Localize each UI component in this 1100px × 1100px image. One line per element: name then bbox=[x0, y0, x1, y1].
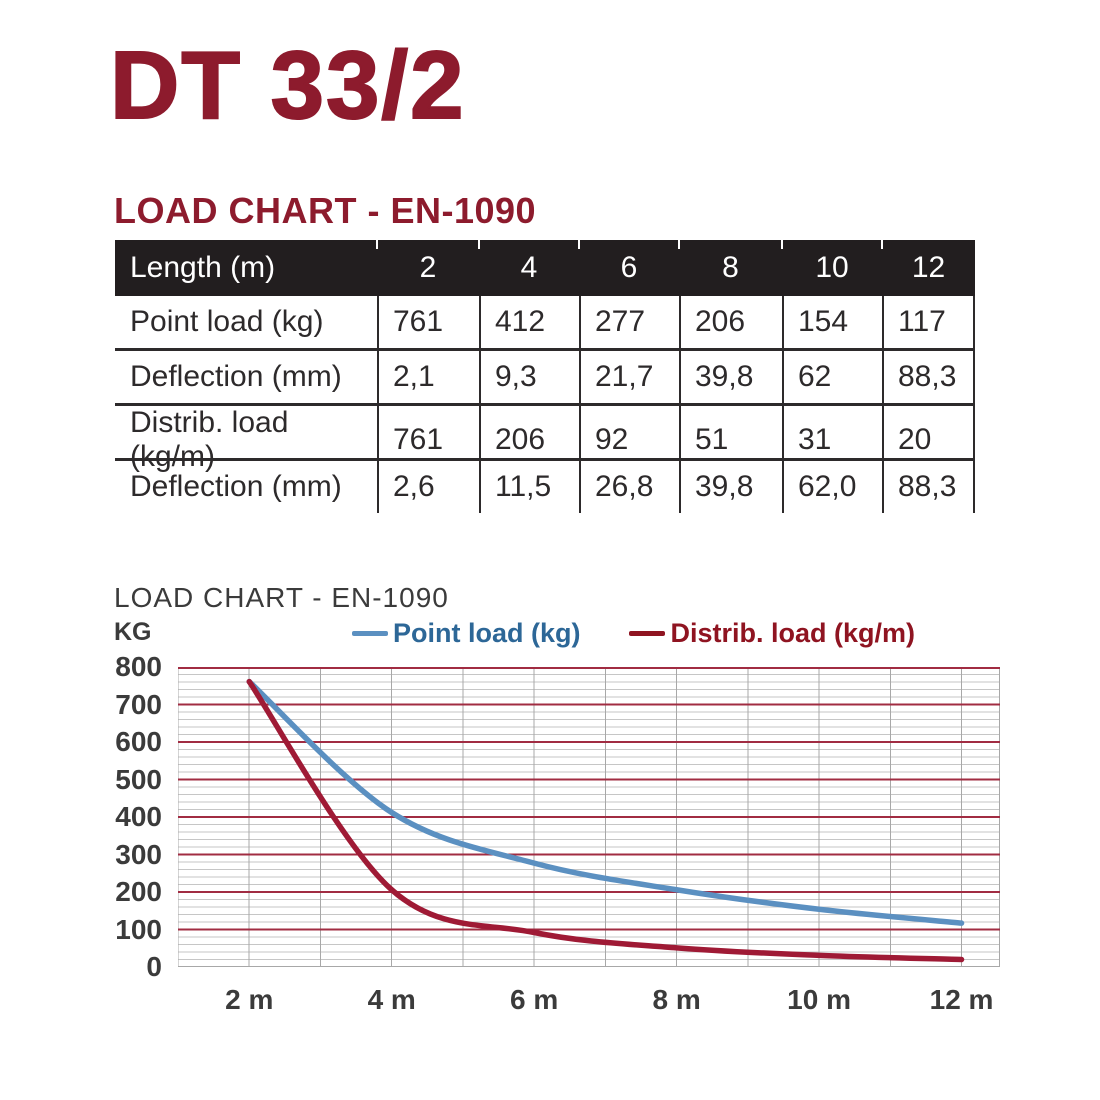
cell-value: 11,5 bbox=[479, 461, 579, 513]
table-row: Deflection (mm) 2,1 9,3 21,7 39,8 62 88,3 bbox=[115, 351, 975, 406]
cell-value: 2,6 bbox=[377, 461, 479, 513]
chart-legend: Point load (kg) Distrib. load (kg/m) bbox=[352, 618, 915, 649]
row-label: Distrib. load (kg/m) bbox=[130, 406, 289, 473]
cell-value: 9,3 bbox=[479, 351, 579, 403]
cell-value: 51 bbox=[679, 406, 782, 474]
table-header-col: 2 bbox=[376, 240, 479, 296]
y-axis-tick-label: 0 bbox=[146, 951, 162, 982]
cell-value: 39,8 bbox=[679, 461, 782, 513]
table-header-col: 6 bbox=[578, 240, 679, 296]
chart-title: LOAD CHART - EN-1090 bbox=[114, 582, 449, 613]
x-axis-tick-label: 2 m bbox=[225, 984, 274, 1015]
cell-value: 62 bbox=[782, 351, 882, 403]
cell-value: 761 bbox=[377, 406, 479, 474]
section-heading: LOAD CHART - EN-1090 bbox=[114, 190, 537, 231]
row-label: Deflection (mm) bbox=[130, 470, 342, 503]
cell-value: 412 bbox=[479, 296, 579, 348]
cell-value: 26,8 bbox=[579, 461, 679, 513]
cell-value: 88,3 bbox=[882, 351, 975, 403]
cell-value: 31 bbox=[782, 406, 882, 474]
point-load-line bbox=[246, 678, 965, 926]
table-header-col: 4 bbox=[478, 240, 579, 296]
x-axis-tick-label: 12 m bbox=[929, 984, 994, 1015]
cell-value: 20 bbox=[882, 406, 975, 474]
table-header-col: 10 bbox=[781, 240, 882, 296]
x-axis-tick-label: 8 m bbox=[652, 984, 701, 1015]
legend-label-distrib-load: Distrib. load (kg/m) bbox=[670, 618, 916, 648]
cell-value: 206 bbox=[479, 406, 579, 474]
y-axis-tick-label: 400 bbox=[115, 801, 162, 832]
table-header-col: 12 bbox=[881, 240, 975, 296]
legend-item-distrib-load: Distrib. load (kg/m) bbox=[629, 618, 915, 649]
load-chart-svg bbox=[178, 667, 1000, 967]
cell-value: 206 bbox=[679, 296, 782, 348]
cell-value: 62,0 bbox=[782, 461, 882, 513]
x-axis-tick-label: 6 m bbox=[510, 984, 559, 1015]
y-axis-tick-label: 500 bbox=[115, 763, 162, 795]
y-axis-tick-label: 600 bbox=[115, 726, 162, 757]
table-header-label: Length (m) bbox=[130, 251, 276, 284]
point-load-legend-dash-icon bbox=[352, 631, 388, 636]
cell-value: 39,8 bbox=[679, 351, 782, 403]
table-row: Distrib. load (kg/m) 761 206 92 51 31 20 bbox=[115, 406, 975, 474]
distrib-load-line bbox=[246, 678, 965, 963]
product-title: DT 33/2 bbox=[109, 32, 466, 139]
cell-value: 154 bbox=[782, 296, 882, 348]
cell-value: 117 bbox=[882, 296, 975, 348]
cell-value: 21,7 bbox=[579, 351, 679, 403]
cell-value: 761 bbox=[377, 296, 479, 348]
x-axis-tick-label: 10 m bbox=[787, 984, 851, 1015]
row-label: Deflection (mm) bbox=[130, 360, 342, 393]
table-header-row: Length (m) 2 4 6 8 10 12 bbox=[115, 240, 975, 296]
distrib-load-legend-dash-icon bbox=[629, 631, 666, 636]
cell-value: 2,1 bbox=[377, 351, 479, 403]
x-axis-tick-label: 4 m bbox=[367, 984, 416, 1015]
legend-item-point-load: Point load (kg) bbox=[352, 618, 580, 649]
table-header-col: 8 bbox=[678, 240, 782, 296]
y-axis-tick-label: 700 bbox=[115, 688, 162, 720]
table-row: Point load (kg) 761 412 277 206 154 117 bbox=[115, 296, 975, 351]
cell-value: 88,3 bbox=[882, 461, 975, 513]
y-axis-tick-label: 200 bbox=[115, 876, 162, 907]
legend-label-point-load: Point load (kg) bbox=[393, 618, 581, 648]
table-row: Deflection (mm) 2,6 11,5 26,8 39,8 62,0 88,3 bbox=[115, 461, 975, 513]
load-table: Length (m) 2 4 6 8 10 12 Point load (kg) 761 412… bbox=[115, 240, 975, 513]
y-axis-tick-label: 300 bbox=[115, 838, 162, 870]
y-axis-tick-label: 100 bbox=[115, 913, 162, 945]
cell-value: 92 bbox=[579, 406, 679, 474]
y-axis-tick-label: 800 bbox=[115, 651, 162, 682]
row-label: Point load (kg) bbox=[130, 305, 324, 338]
cell-value: 277 bbox=[579, 296, 679, 348]
table-body: Point load (kg) 761 412 277 206 154 117 Deflect… bbox=[115, 296, 975, 513]
y-axis-unit-label: KG bbox=[114, 618, 152, 646]
